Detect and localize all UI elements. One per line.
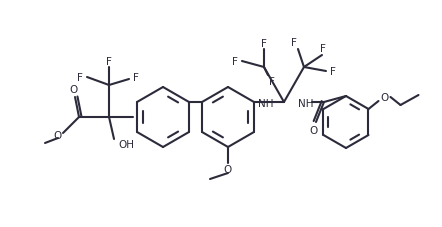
Text: F: F [269,77,275,87]
Text: F: F [133,73,139,83]
Text: F: F [106,57,112,67]
Text: O: O [224,164,232,174]
Text: NH: NH [298,99,314,109]
Text: O: O [381,93,389,103]
Text: O: O [310,126,318,135]
Text: F: F [330,67,336,77]
Text: F: F [291,38,297,48]
Text: NH: NH [258,99,274,109]
Text: F: F [232,57,238,67]
Text: F: F [320,44,326,54]
Text: F: F [261,39,267,49]
Text: OH: OH [118,139,134,149]
Text: O: O [69,85,77,95]
Text: F: F [77,73,83,83]
Text: O: O [53,131,61,140]
